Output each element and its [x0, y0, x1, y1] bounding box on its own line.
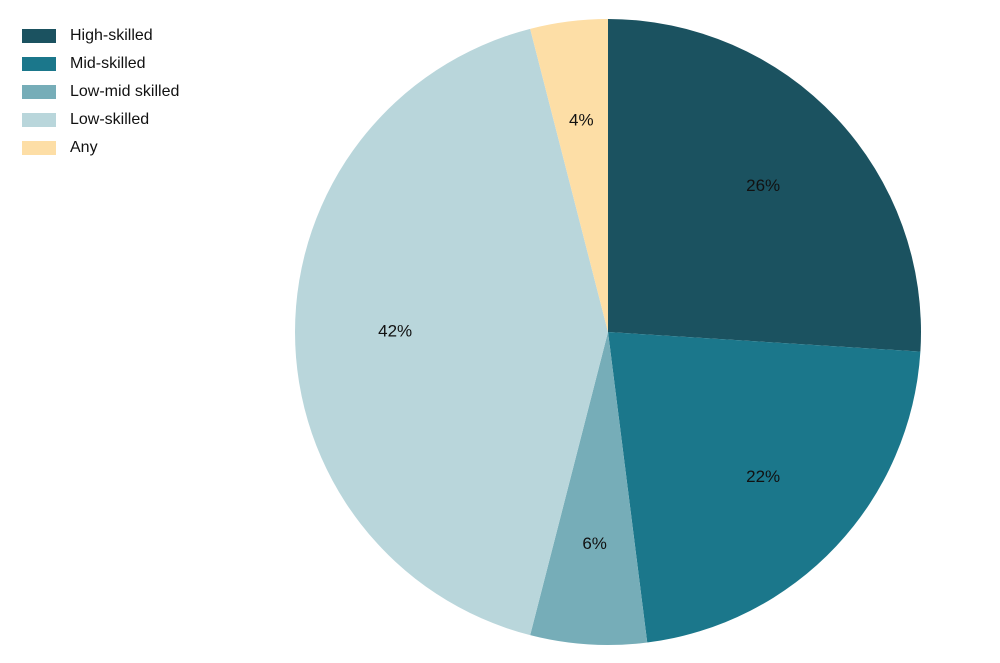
pie-slice-value-label: 26%: [746, 176, 780, 195]
legend-label: Low-mid skilled: [70, 83, 180, 100]
pie-slice-value-label: 6%: [582, 534, 607, 553]
pie-slice-low-mid-skilled: [530, 332, 648, 645]
legend-item-high-skilled: High-skilled: [22, 22, 179, 50]
legend-item-mid-skilled: Mid-skilled: [22, 50, 179, 78]
pie-slice-high-skilled: [608, 19, 921, 352]
legend-label: Any: [70, 139, 98, 156]
legend: High-skilled Mid-skilled Low-mid skilled…: [22, 22, 179, 162]
pie-slice-value-label: 4%: [569, 110, 594, 129]
legend-label: Mid-skilled: [70, 55, 146, 72]
legend-item-low-mid-skilled: Low-mid skilled: [22, 78, 179, 106]
legend-swatch: [22, 113, 56, 127]
legend-swatch: [22, 85, 56, 99]
legend-swatch: [22, 141, 56, 155]
legend-label: Low-skilled: [70, 111, 150, 128]
legend-swatch: [22, 57, 56, 71]
legend-label: High-skilled: [70, 27, 153, 44]
pie-slice-value-label: 22%: [746, 467, 780, 486]
legend-item-low-skilled: Low-skilled: [22, 106, 179, 134]
pie-slice-mid-skilled: [608, 332, 921, 643]
legend-swatch: [22, 29, 56, 43]
pie-slice-value-label: 42%: [378, 321, 412, 340]
pie-slice-any: [530, 19, 608, 332]
legend-item-any: Any: [22, 134, 179, 162]
pie-slice-low-skilled: [295, 28, 608, 636]
